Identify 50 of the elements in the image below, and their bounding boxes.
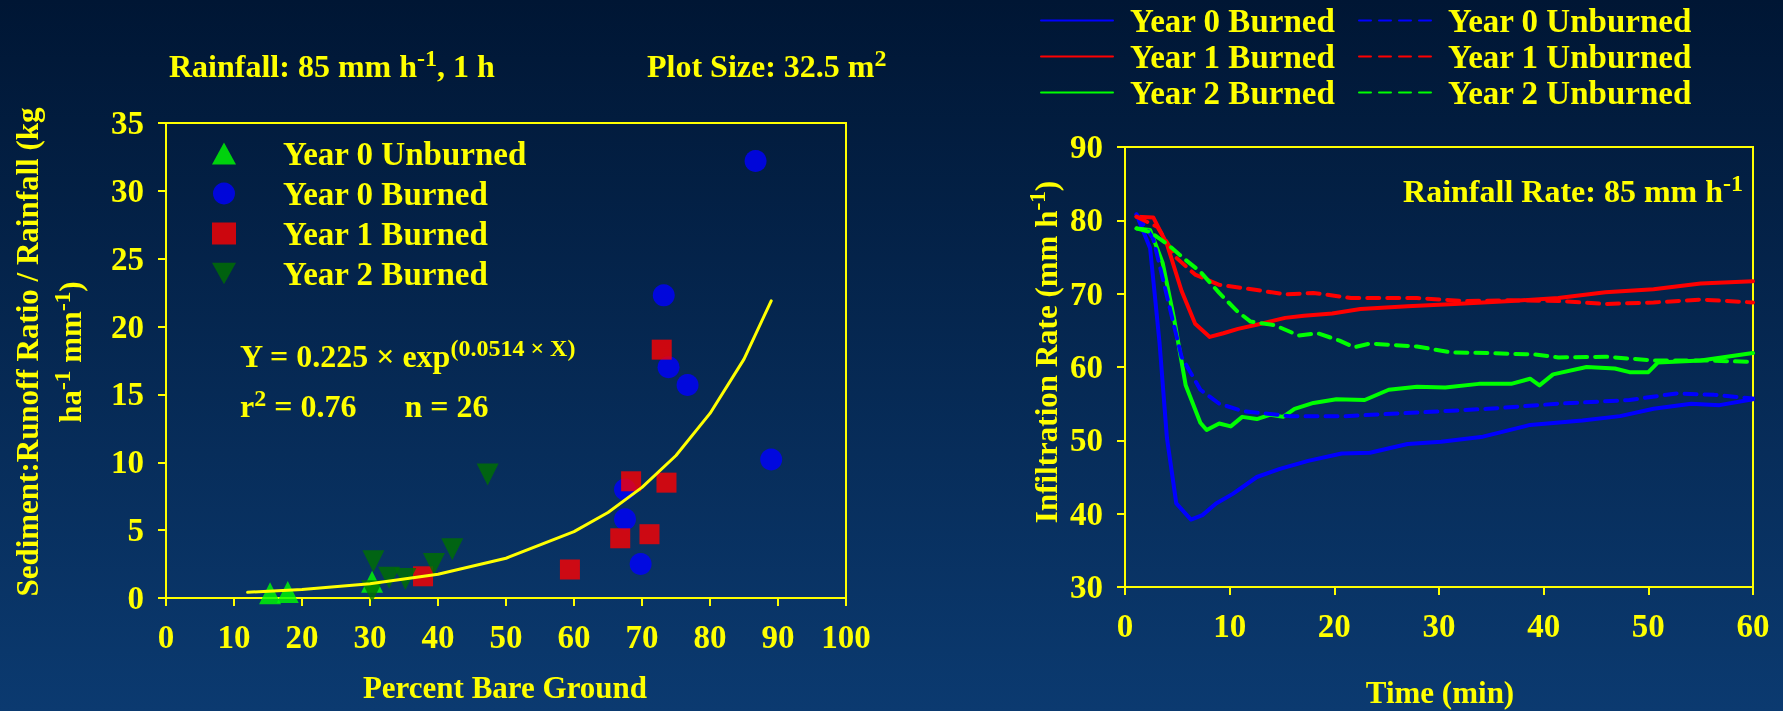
x-tick-label: 10	[1213, 607, 1247, 644]
y-tick-label: 90	[1070, 129, 1103, 165]
y-tick-label: 70	[1070, 275, 1103, 312]
x-tick-label: 80	[693, 618, 727, 655]
legend-label: Year 2 Burned	[1130, 74, 1335, 111]
legend-label: Year 0 Burned	[283, 175, 488, 212]
text: Rainfall: 85 mm h$^{-1}$, 1 h	[169, 44, 495, 86]
x-tick-label: 70	[625, 618, 659, 655]
legend-label: Year 0 Unburned	[283, 135, 527, 172]
legend-label: Year 2 Burned	[283, 255, 488, 292]
x-tick-label: 60	[1736, 607, 1770, 644]
y-tick-label: 80	[1070, 202, 1103, 239]
x-tick-label: 50	[489, 618, 523, 655]
legend-label: Year 1 Burned	[283, 215, 488, 252]
x-axis-title: Percent Bare Ground	[362, 670, 648, 706]
x-tick-label: 0	[157, 618, 175, 655]
x-tick-label: 30	[353, 618, 387, 655]
y-tick-label: 40	[1070, 495, 1103, 532]
y-tick-label: 35	[111, 105, 144, 141]
legend-label: Year 1 Unburned	[1448, 38, 1692, 75]
legend-label: Year 0 Burned	[1130, 2, 1335, 39]
x-tick-label: 0	[1116, 607, 1134, 644]
x-tick-label: 60	[557, 618, 591, 655]
y-tick-label: 0	[127, 580, 144, 616]
annotation: Y = 0.225 × exp$^{(0.0514 × X)}$	[240, 334, 576, 376]
x-tick-label: 90	[761, 618, 795, 655]
x-tick-label: 40	[421, 618, 455, 655]
x-tick-label: 10	[217, 618, 251, 655]
x-tick-label: 20	[1317, 607, 1351, 644]
annotation: Rainfall Rate: 85 mm h$^{-1}$	[1403, 169, 1743, 211]
x-tick-label: 40	[1527, 607, 1561, 644]
x-tick-label: 30	[1422, 607, 1456, 644]
y-tick-label: 50	[1070, 422, 1103, 459]
annotation: r$^{2}$ = 0.76 n = 26	[240, 384, 489, 426]
legend-label: Year 0 Unburned	[1448, 2, 1692, 39]
x-tick-label: 100	[821, 618, 871, 655]
x-tick-label: 50	[1631, 607, 1665, 644]
x-axis-title: Time (min)	[1365, 675, 1515, 711]
legend-label: Year 2 Unburned	[1448, 74, 1692, 111]
y-tick-label: 5	[127, 512, 144, 549]
y-tick-label: 20	[111, 308, 144, 345]
y-tick-label: 10	[111, 444, 144, 481]
y-tick-label: 60	[1070, 349, 1103, 385]
y-tick-label: 30	[1070, 569, 1103, 605]
y-tick-label: 15	[111, 376, 144, 413]
x-tick-label: 20	[285, 618, 319, 655]
legend-label: Year 1 Burned	[1130, 38, 1335, 75]
text: Plot Size: 32.5 m$^{2}$	[647, 44, 887, 86]
y-tick-label: 25	[111, 240, 144, 277]
y-tick-label: 30	[111, 172, 144, 209]
